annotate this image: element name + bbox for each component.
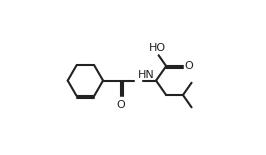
Text: O: O: [116, 100, 125, 110]
Text: HN: HN: [138, 70, 155, 80]
Text: HO: HO: [149, 43, 166, 53]
Text: O: O: [185, 61, 193, 71]
